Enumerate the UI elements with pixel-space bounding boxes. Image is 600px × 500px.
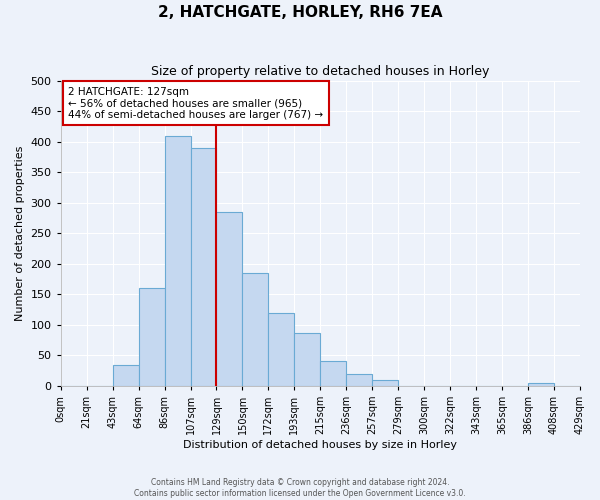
Bar (528, 383, 554, 386)
Text: Contains HM Land Registry data © Crown copyright and database right 2024.
Contai: Contains HM Land Registry data © Crown c… (134, 478, 466, 498)
Bar (191, 148, 217, 386)
Bar (217, 212, 242, 386)
Bar (320, 362, 346, 386)
Text: 2 HATCHGATE: 127sqm
← 56% of detached houses are smaller (965)
44% of semi-detac: 2 HATCHGATE: 127sqm ← 56% of detached ho… (68, 86, 323, 120)
Bar (164, 136, 191, 386)
Bar (242, 273, 268, 386)
Bar (139, 288, 164, 386)
X-axis label: Distribution of detached houses by size in Horley: Distribution of detached houses by size … (184, 440, 457, 450)
Text: 2, HATCHGATE, HORLEY, RH6 7EA: 2, HATCHGATE, HORLEY, RH6 7EA (158, 5, 442, 20)
Bar (268, 312, 295, 386)
Y-axis label: Number of detached properties: Number of detached properties (15, 146, 25, 321)
Bar (346, 374, 372, 386)
Bar (295, 333, 320, 386)
Bar (113, 364, 139, 386)
Bar (372, 380, 398, 386)
Title: Size of property relative to detached houses in Horley: Size of property relative to detached ho… (151, 65, 490, 78)
